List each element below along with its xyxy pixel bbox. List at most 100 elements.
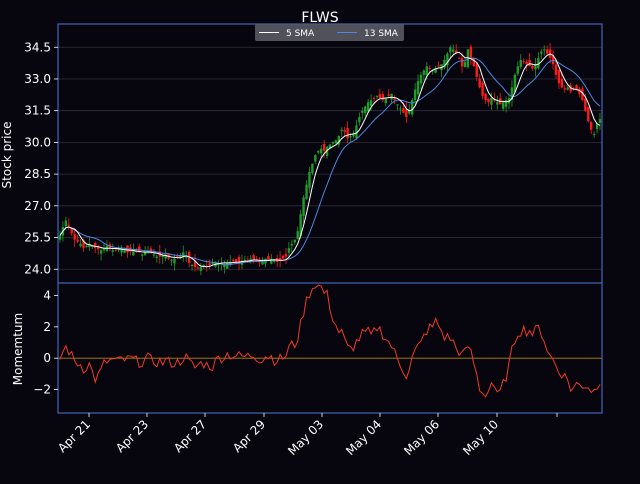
candle-body [64, 220, 68, 227]
candle-body [369, 100, 373, 106]
candle-body [117, 249, 120, 251]
candle-body [484, 93, 487, 101]
candle-body [399, 108, 402, 110]
momentum-axis-label: Momemtum [11, 313, 25, 385]
candle-body [457, 57, 461, 59]
candle-body [352, 133, 355, 137]
candle-body [405, 109, 408, 118]
candle-body [587, 107, 590, 122]
candle-body [428, 67, 431, 69]
candle-body [431, 70, 434, 72]
candle-body [120, 248, 123, 253]
candle-body [396, 104, 399, 106]
candle-body [454, 50, 458, 54]
candle-body [537, 57, 540, 69]
candle-body [478, 78, 481, 88]
candle-body [575, 85, 578, 90]
sma-lines [59, 51, 601, 268]
candle-body [490, 98, 493, 105]
candle-body [273, 260, 276, 262]
x-tick-label: Apr 23 [113, 417, 151, 455]
price-tick-label: 24.0 [24, 262, 51, 276]
candle-body [584, 98, 587, 111]
candle-body [364, 106, 367, 114]
candle-body [196, 267, 200, 269]
sma5-line [59, 51, 601, 268]
candle-body [543, 49, 546, 51]
candle-body [284, 254, 288, 257]
candle-body [504, 100, 508, 107]
momentum-line [59, 284, 601, 398]
x-tick-label: May 06 [401, 417, 442, 458]
candle-body [545, 49, 549, 54]
price-tick-label: 25.5 [24, 231, 51, 245]
candle-body [231, 259, 235, 261]
candle-body [85, 246, 88, 248]
candle-body [434, 68, 437, 73]
candle-body [258, 261, 261, 263]
candle-body [337, 136, 341, 145]
candlesticks [58, 43, 602, 276]
candle-body [302, 197, 305, 217]
chart-title: FLWS [301, 10, 338, 26]
sma13-line [59, 57, 601, 266]
x-tick-label: May 03 [285, 417, 326, 458]
momentum-tick-label: 2 [43, 320, 51, 334]
candle-body [493, 99, 496, 101]
candle-body [592, 133, 596, 135]
candle-body [410, 100, 414, 115]
candle-body [79, 243, 82, 247]
candle-body [446, 53, 449, 66]
candle-body [299, 214, 302, 237]
candle-body [111, 250, 115, 252]
candle-body [463, 62, 467, 68]
candle-body [531, 65, 534, 69]
candle-body [425, 66, 429, 76]
momentum-panel-frame [57, 282, 603, 414]
candle-body [267, 256, 270, 260]
price-axis-label: Stock price [0, 122, 14, 189]
candle-body [187, 252, 191, 263]
candle-body [199, 267, 203, 271]
candle-body [161, 255, 164, 258]
candle-body [554, 64, 558, 75]
legend: 5 SMA 13 SMA [255, 24, 404, 41]
candle-body [132, 250, 135, 256]
candle-body [176, 255, 179, 257]
candle-body [94, 243, 97, 249]
candle-body [437, 65, 440, 67]
candle-body [595, 123, 599, 129]
candle-body [182, 252, 185, 258]
candle-body [487, 98, 490, 103]
candle-body [557, 69, 561, 84]
candle-body [540, 51, 543, 54]
candle-body [223, 263, 226, 268]
candle-body [208, 263, 211, 266]
candle-body [88, 243, 91, 247]
price-tick-label: 34.5 [24, 40, 51, 54]
candle-body [190, 265, 194, 267]
price-tick-label: 31.5 [24, 104, 51, 118]
candle-body [252, 255, 255, 260]
candle-body [102, 248, 106, 251]
price-tick-label: 30.0 [24, 135, 51, 149]
candle-body [152, 254, 156, 256]
candle-body [496, 102, 499, 105]
candle-body [123, 250, 126, 253]
candle-body [193, 260, 197, 268]
candle-body [372, 97, 376, 99]
panel-frames [57, 23, 603, 414]
candle-body [452, 49, 455, 52]
candle-body [226, 262, 229, 269]
candle-body [149, 248, 153, 253]
candle-body [366, 102, 370, 112]
candle-body [343, 130, 346, 132]
candle-body [469, 46, 473, 58]
candle-body [296, 231, 299, 240]
candle-body [589, 121, 593, 130]
candle-body [155, 256, 159, 258]
candle-body [513, 74, 517, 93]
candle-body [519, 59, 522, 67]
candle-body [501, 102, 505, 109]
candle-body [67, 224, 71, 226]
